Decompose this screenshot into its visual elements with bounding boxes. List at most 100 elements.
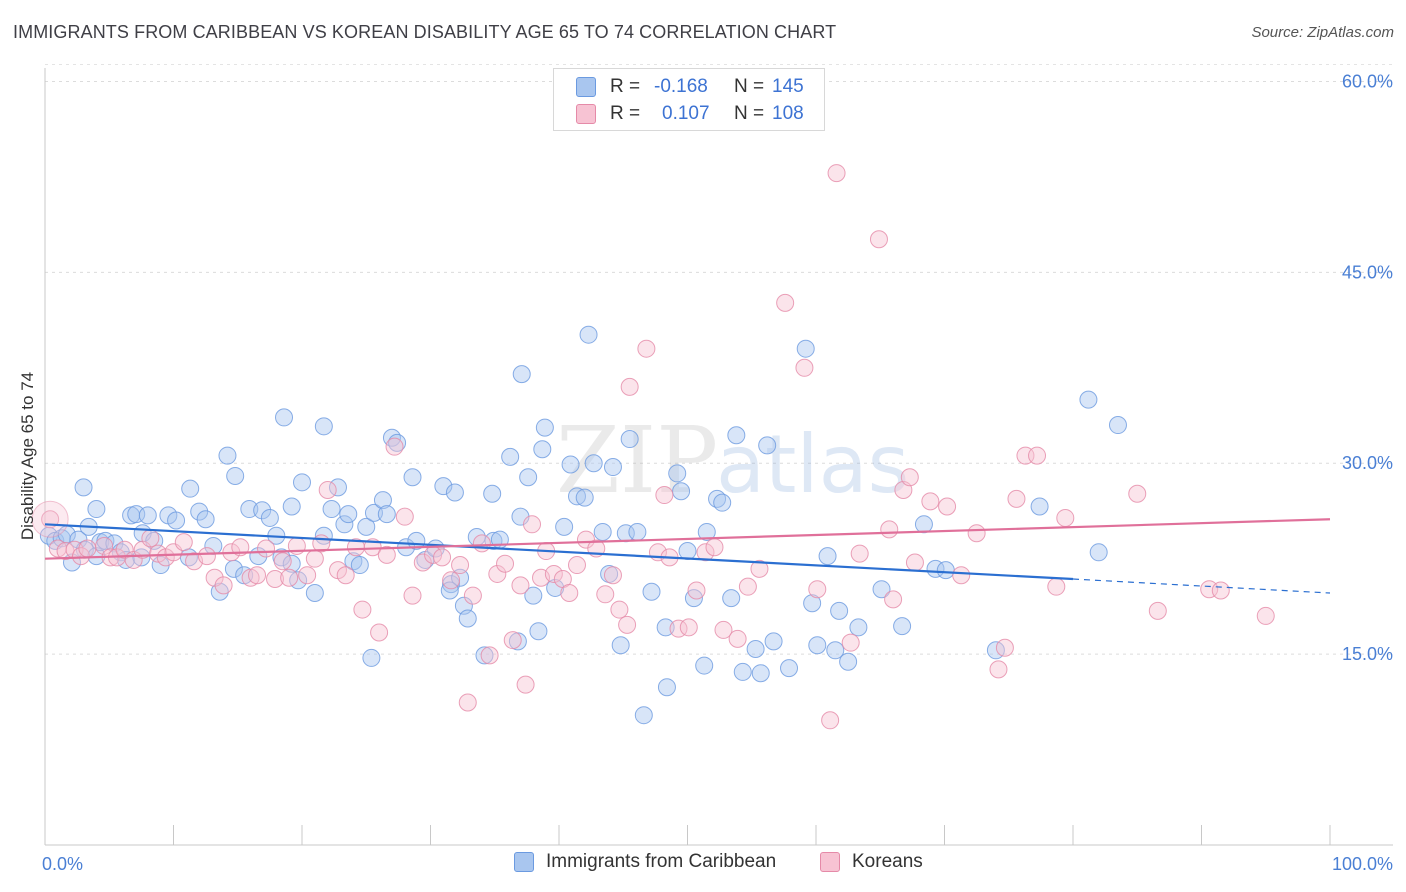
point-caribbean xyxy=(196,510,215,529)
y-tick-label: 30.0% xyxy=(1342,453,1393,473)
point-caribbean xyxy=(826,641,845,660)
point-caribbean xyxy=(839,652,858,671)
point-koreans xyxy=(952,566,971,585)
point-caribbean xyxy=(678,542,697,561)
point-caribbean xyxy=(127,505,146,524)
point-caribbean xyxy=(519,468,538,487)
point-caribbean xyxy=(818,547,837,566)
point-caribbean xyxy=(305,584,324,603)
point-koreans xyxy=(1007,489,1026,508)
point-koreans xyxy=(827,164,846,183)
point-koreans xyxy=(750,559,769,578)
point-koreans xyxy=(989,660,1008,679)
point-koreans xyxy=(71,547,90,566)
x-tick-label: 0.0% xyxy=(42,854,83,874)
point-caribbean xyxy=(314,417,333,436)
point-caribbean xyxy=(458,609,477,628)
point-koreans xyxy=(1200,580,1219,599)
point-caribbean xyxy=(668,464,687,483)
point-koreans xyxy=(705,538,724,557)
series-koreans-points xyxy=(31,164,1275,730)
point-caribbean xyxy=(240,500,259,519)
point-koreans xyxy=(472,534,491,553)
point-koreans xyxy=(618,615,637,634)
point-koreans xyxy=(273,552,292,571)
trend-line-koreans xyxy=(44,518,1331,560)
point-caribbean xyxy=(275,408,294,427)
chart-title: IMMIGRANTS FROM CARIBBEAN VS KOREAN DISA… xyxy=(13,22,837,42)
point-koreans xyxy=(78,539,97,558)
point-caribbean xyxy=(722,589,741,608)
grid-lines xyxy=(45,63,1393,655)
legend-swatch-caribbean xyxy=(576,77,596,97)
point-caribbean xyxy=(181,479,200,498)
point-koreans xyxy=(884,590,903,609)
point-caribbean xyxy=(808,636,827,655)
series-legend: Immigrants from Caribbean Koreans xyxy=(0,851,1406,877)
point-caribbean xyxy=(642,582,661,601)
legend-n-value: 108 xyxy=(772,103,804,124)
point-caribbean xyxy=(593,522,612,541)
legend-swatch-caribbean xyxy=(514,852,534,872)
point-koreans xyxy=(141,529,160,548)
point-koreans xyxy=(31,500,69,538)
y-tick-label: 60.0% xyxy=(1342,71,1393,91)
axes xyxy=(44,68,1393,846)
point-koreans xyxy=(1028,446,1047,465)
point-koreans xyxy=(205,568,224,587)
point-caribbean xyxy=(533,440,552,459)
legend-r-value: 0.107 xyxy=(662,103,710,124)
point-koreans xyxy=(938,497,957,516)
point-koreans xyxy=(596,585,615,604)
point-caribbean xyxy=(226,466,245,485)
legend-row-koreans: R = 0.107 N = 108 xyxy=(576,102,804,126)
point-koreans xyxy=(967,524,986,543)
point-koreans xyxy=(567,556,586,575)
point-koreans xyxy=(1211,581,1230,600)
point-caribbean xyxy=(713,493,732,512)
point-koreans xyxy=(442,571,461,590)
point-koreans xyxy=(257,539,276,558)
point-caribbean xyxy=(364,503,383,522)
point-caribbean xyxy=(695,656,714,675)
point-caribbean xyxy=(483,484,502,503)
legend-label-koreans: Koreans xyxy=(852,851,923,872)
point-caribbean xyxy=(764,632,783,651)
point-koreans xyxy=(174,533,193,552)
point-koreans xyxy=(995,638,1014,657)
point-caribbean xyxy=(253,501,272,520)
point-caribbean xyxy=(579,325,598,344)
legend-r-value: -0.168 xyxy=(654,76,708,97)
series-caribbean-points xyxy=(39,325,1127,725)
point-koreans xyxy=(850,544,869,563)
point-caribbean xyxy=(1030,497,1049,516)
watermark-zip: ZIP xyxy=(556,407,718,514)
point-caribbean xyxy=(611,636,630,655)
point-caribbean xyxy=(697,522,716,541)
point-caribbean xyxy=(377,505,396,524)
point-caribbean xyxy=(672,482,691,501)
point-koreans xyxy=(576,530,595,549)
point-koreans xyxy=(403,586,422,605)
x-tick-label: 100.0% xyxy=(1332,854,1393,874)
point-koreans xyxy=(95,536,114,555)
point-koreans xyxy=(433,548,452,567)
point-koreans xyxy=(197,547,216,566)
point-koreans xyxy=(298,566,317,585)
point-koreans xyxy=(318,480,337,499)
source-label: Source: ZipAtlas.com xyxy=(1251,24,1394,41)
point-koreans xyxy=(795,358,814,377)
point-koreans xyxy=(451,556,470,575)
trend-line-caribbean-extension xyxy=(1072,578,1331,594)
point-caribbean xyxy=(350,556,369,575)
legend-n-label: N = xyxy=(734,103,765,124)
point-caribbean xyxy=(138,506,157,525)
point-koreans xyxy=(1128,484,1147,503)
point-koreans xyxy=(679,618,698,637)
point-koreans xyxy=(637,339,656,358)
point-caribbean xyxy=(282,497,301,516)
point-caribbean xyxy=(512,365,531,384)
point-caribbean xyxy=(872,580,891,599)
point-caribbean xyxy=(936,561,955,580)
